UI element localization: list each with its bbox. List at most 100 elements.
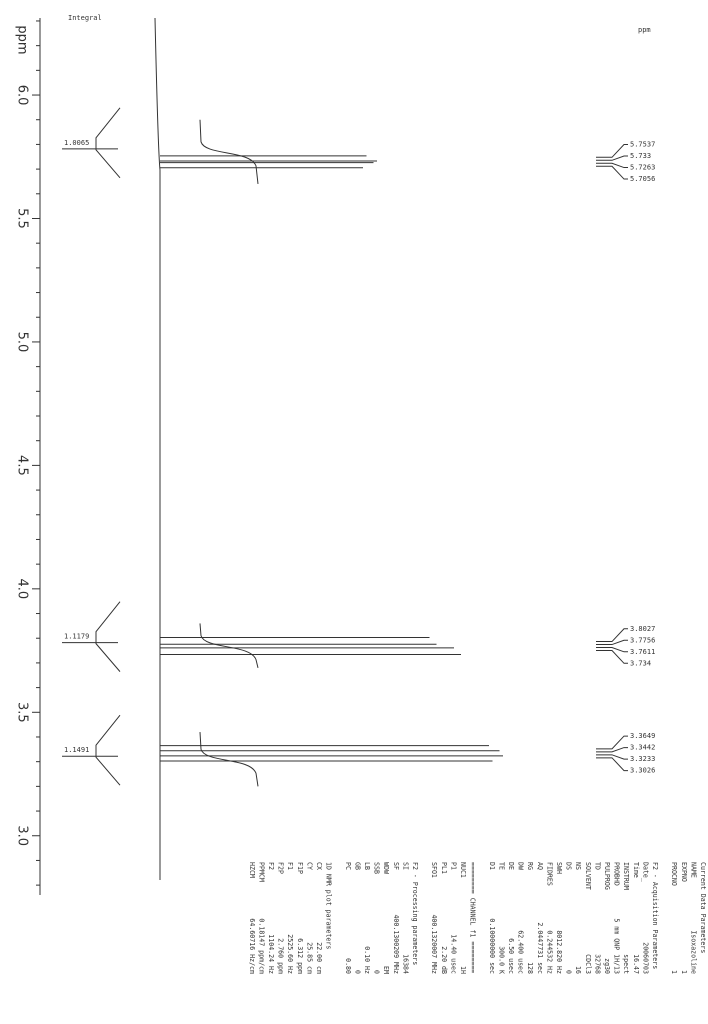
parameter-name: P1 [449, 862, 457, 870]
peak-label: 3.7611 [630, 648, 655, 656]
parameter-name: LB [363, 862, 371, 870]
peak-label: 5.733 [630, 152, 651, 160]
parameter-name: Time [632, 862, 640, 878]
parameter-value: 0.10000000 sec [488, 918, 496, 974]
peak-leader [596, 639, 628, 646]
y-tick-label: 4.0 [15, 578, 30, 599]
parameter-name: SOLVENT [584, 862, 592, 890]
parameter-name: GB [353, 862, 361, 870]
axis-label: ppm [15, 25, 30, 54]
parameter-name: DE [507, 862, 515, 870]
peak-leader [596, 647, 628, 653]
parameter-name: DW [517, 862, 525, 870]
integral-curve [199, 623, 259, 668]
peak-label: 3.3026 [630, 767, 655, 775]
y-tick-label: 6.0 [15, 85, 30, 106]
parameter-value: 128 [526, 962, 534, 974]
parameter-value: 0.244532 Hz [545, 930, 553, 974]
parameter-value: 5 mm QNP 1H/13 [613, 918, 621, 974]
parameter-value: 16384 [401, 954, 409, 974]
peak-leader [596, 735, 628, 750]
y-tick-label: 4.5 [15, 455, 30, 476]
peak-leader [596, 162, 628, 169]
peak-label: 3.734 [630, 659, 651, 667]
parameter-value: 0 [565, 970, 573, 974]
integral-bracket [95, 107, 121, 179]
parameter-name: HZCM [248, 862, 256, 878]
parameter-value: 25.85 cm [305, 942, 313, 974]
parameter-name: INSTRUM [622, 862, 630, 890]
peak-label: 3.8027 [630, 625, 655, 633]
parameter-name: PC [344, 862, 352, 870]
peak-leader [596, 747, 628, 753]
peak-leader [596, 144, 628, 158]
parameter-name: TE [497, 862, 505, 870]
parameter-name: NS [574, 862, 582, 870]
parameter-value: 64.60716 Hz/cm [248, 918, 256, 974]
peak-leader [596, 155, 628, 161]
peak-leader [596, 165, 628, 180]
peak-label: 3.7756 [630, 636, 655, 644]
y-tick-label: 3.5 [15, 702, 30, 723]
y-tick-label: 5.5 [15, 208, 30, 229]
parameter-value: 1 [670, 970, 678, 974]
parameter-value: 16 [574, 966, 582, 974]
integral-label: 1.1491 [64, 746, 89, 754]
parameter-header: Current Data Parameters [699, 862, 707, 953]
parameter-value: 20060703 [641, 942, 649, 974]
parameter-name: FIDRES [545, 862, 553, 886]
peak-label: 5.7056 [630, 175, 655, 183]
parameter-value: 32768 [593, 954, 601, 974]
parameter-name: SFO1 [430, 862, 438, 878]
integral-label: 1.1179 [64, 633, 89, 641]
peak-leader [596, 757, 628, 772]
parameter-name: EXPNO [680, 862, 688, 882]
parameter-name: PROBHD [613, 862, 621, 886]
parameter-name: SSB [373, 862, 381, 874]
peak-label: 3.3442 [630, 744, 655, 752]
peak-leader [596, 754, 628, 760]
peak-label: 3.3233 [630, 755, 655, 763]
parameter-value: 1 [680, 970, 688, 974]
peak-label: 5.7537 [630, 141, 655, 149]
parameter-header: F2 - Acquisition Parameters [651, 862, 659, 969]
parameter-value: 0.18147 ppm/cm [257, 918, 265, 974]
parameter-name: NAME [689, 862, 697, 878]
parameter-value: 2525.60 Hz [286, 934, 294, 974]
integral-bracket [95, 714, 121, 786]
parameter-value: 1104.24 Hz [267, 934, 275, 974]
parameter-name: NUC1 [459, 862, 467, 878]
parameter-value: 2.20 dB [440, 946, 448, 974]
parameter-name: PULPROG [603, 862, 611, 890]
parameter-name: SI [401, 862, 409, 870]
parameter-value: 0 [353, 970, 361, 974]
parameter-name: Date_ [641, 862, 649, 882]
parameter-value: 22.00 cm [315, 942, 323, 974]
parameter-value: 0 [373, 970, 381, 974]
parameter-value: 8012.820 Hz [555, 930, 563, 974]
parameter-name: RG [526, 862, 534, 870]
parameter-value: 400.1300209 MHz [392, 914, 400, 974]
parameter-name: CY [305, 862, 313, 870]
parameter-name: SWH [555, 862, 563, 874]
parameter-value: 2.0447731 sec [536, 922, 544, 974]
peak-label: 5.7263 [630, 164, 655, 172]
parameter-value: 6.312 ppm [296, 938, 304, 974]
integral-title: Integral [68, 14, 102, 22]
parameter-name: WDW [382, 862, 390, 874]
parameter-value: 0.80 [344, 958, 352, 974]
y-tick-label: 5.0 [15, 332, 30, 353]
parameter-name: PPMCM [257, 862, 265, 882]
parameter-value: 16.47 [632, 954, 640, 974]
parameter-name: D1 [488, 862, 496, 870]
parameter-name: F1P [296, 862, 304, 874]
integral-curve [199, 119, 259, 184]
peak-leader [596, 650, 628, 664]
integral-curve [199, 732, 259, 787]
parameter-name: F2P [277, 862, 285, 874]
parameter-name: PROCNO [670, 862, 678, 886]
peak-label: 3.3649 [630, 732, 655, 740]
parameter-value: 6.50 usec [507, 938, 515, 974]
